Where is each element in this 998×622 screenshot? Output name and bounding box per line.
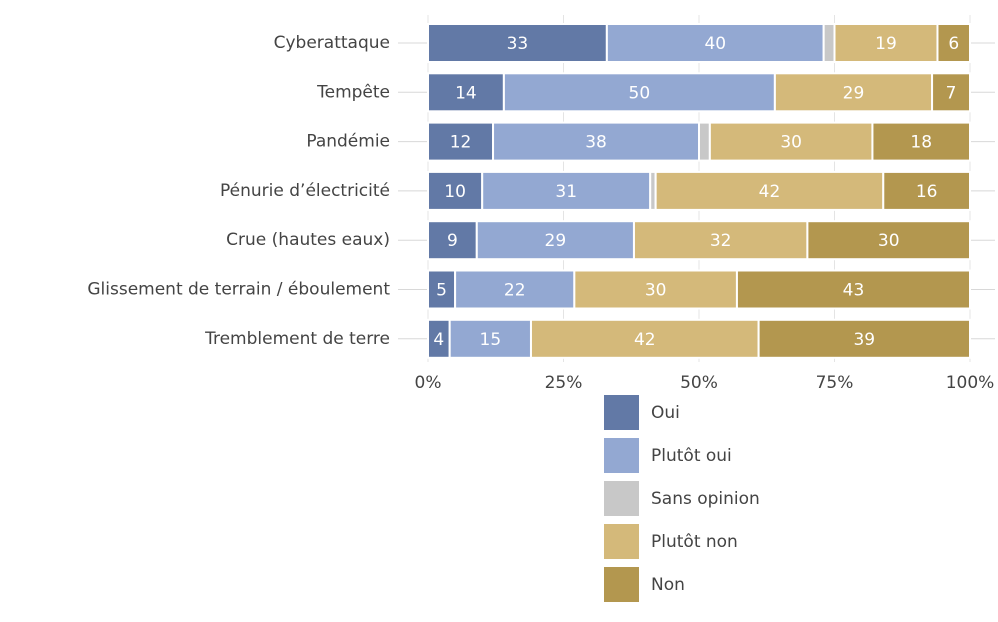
- bar-segment: [427, 269, 457, 310]
- legend-label: Sans opinion: [651, 489, 760, 509]
- data-label: 29: [843, 83, 865, 103]
- bar-segment: [605, 23, 825, 63]
- data-label: 5: [436, 281, 447, 301]
- bar-segment: [475, 220, 635, 261]
- data-label: 6: [948, 34, 959, 54]
- bar-segment: [822, 23, 836, 63]
- bar-segment: [882, 170, 972, 211]
- data-label: 30: [878, 231, 900, 251]
- data-label: 19: [875, 34, 897, 54]
- legend-label: Oui: [651, 403, 680, 423]
- y-tick-label: Tremblement de terre: [204, 329, 390, 349]
- data-label: 7: [946, 83, 957, 103]
- data-label: 42: [634, 330, 656, 350]
- bar-segment: [573, 269, 738, 310]
- data-label: 18: [910, 133, 932, 153]
- legend-label: Plutôt non: [651, 532, 738, 552]
- bar-segment: [427, 23, 608, 63]
- bar-segment: [427, 170, 484, 211]
- x-tick-label: 100%: [946, 373, 995, 393]
- data-label: 29: [545, 231, 567, 251]
- bar-segment: [427, 72, 505, 113]
- bar-segment: [735, 269, 971, 310]
- bar-segment: [698, 121, 711, 162]
- bar-segment: [454, 269, 576, 310]
- x-tick-label: 0%: [415, 373, 442, 393]
- data-label: 30: [780, 133, 802, 153]
- bar-segment: [448, 318, 532, 359]
- bar-segment: [632, 220, 809, 261]
- bar-segment: [931, 72, 971, 113]
- bar-segment: [708, 121, 874, 162]
- bar-segment: [773, 72, 934, 113]
- data-label: 22: [504, 281, 526, 301]
- data-label: 42: [759, 182, 781, 202]
- y-tick-label: Pandémie: [306, 132, 390, 152]
- bar-segment: [427, 121, 495, 162]
- bar-segment: [502, 72, 776, 113]
- x-tick-label: 50%: [680, 373, 718, 393]
- bar-segment: [936, 23, 971, 63]
- data-label: 12: [450, 133, 472, 153]
- y-tick-label: Glissement de terrain / éboulement: [87, 280, 390, 300]
- data-label: 30: [645, 281, 667, 301]
- bar-segment: [833, 23, 939, 63]
- legend-label: Non: [651, 575, 685, 595]
- data-label: 50: [629, 83, 651, 103]
- data-label: 33: [507, 34, 529, 54]
- data-label: 40: [704, 34, 726, 54]
- bar-segment: [871, 121, 971, 162]
- data-label: 43: [843, 281, 865, 301]
- y-tick-label: Pénurie d’électricité: [220, 181, 390, 201]
- legend-label: Plutôt oui: [651, 446, 732, 466]
- legend-swatch: [604, 524, 639, 559]
- data-label: 38: [585, 133, 607, 153]
- x-tick-label: 75%: [816, 373, 854, 393]
- data-label: 10: [444, 182, 466, 202]
- data-label: 39: [853, 330, 875, 350]
- y-tick-label: Crue (hautes eaux): [226, 230, 390, 250]
- data-label: 14: [455, 83, 477, 103]
- bar-segment: [481, 170, 652, 211]
- data-label: 4: [433, 330, 444, 350]
- x-tick-label: 25%: [545, 373, 583, 393]
- data-label: 32: [710, 231, 732, 251]
- data-label: 15: [480, 330, 502, 350]
- data-label: 9: [447, 231, 458, 251]
- bar-segment: [492, 121, 701, 162]
- legend-swatch: [604, 438, 639, 473]
- legend-swatch: [604, 481, 639, 516]
- y-tick-label: Cyberattaque: [274, 33, 390, 53]
- data-label: 31: [555, 182, 577, 202]
- data-label: 16: [916, 182, 938, 202]
- bar-segment: [757, 318, 971, 359]
- bar-segment: [427, 220, 478, 261]
- y-tick-label: Tempête: [316, 82, 390, 102]
- bar-segment: [529, 318, 760, 359]
- legend-swatch: [604, 567, 639, 602]
- bar-segment: [806, 220, 972, 261]
- legend-swatch: [604, 395, 639, 430]
